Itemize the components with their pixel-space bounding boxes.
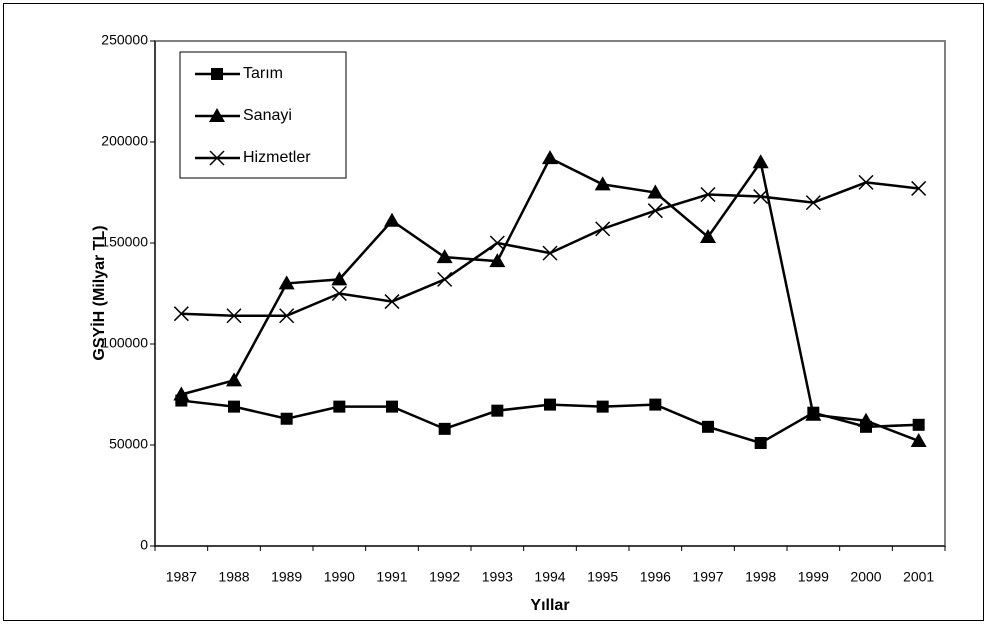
marker (805, 406, 822, 421)
x-tick-label: 1988 (218, 569, 249, 585)
marker (226, 308, 242, 324)
y-tick-label: 50000 (109, 436, 148, 452)
x-tick-label: 2001 (903, 569, 934, 585)
x-tick-label: 1993 (482, 569, 513, 585)
marker (384, 294, 400, 310)
y-tick-label: 150000 (101, 234, 148, 250)
x-tick-label: 1994 (534, 569, 565, 585)
marker (912, 418, 925, 431)
y-tick-label: 0 (140, 537, 148, 553)
x-tick-label: 1997 (692, 569, 723, 585)
x-tick-label: 1992 (429, 569, 460, 585)
legend-marker (211, 68, 223, 80)
y-tick-label: 200000 (101, 133, 148, 149)
marker (279, 308, 295, 324)
marker (331, 285, 347, 302)
x-tick-label: 1990 (324, 569, 355, 585)
marker (542, 245, 558, 261)
marker (595, 221, 611, 237)
marker (489, 253, 506, 268)
marker (647, 184, 664, 199)
marker (752, 154, 769, 169)
marker (489, 235, 505, 251)
marker (858, 412, 874, 427)
y-tick-label: 250000 (101, 32, 148, 48)
x-tick-label: 1987 (166, 569, 197, 585)
marker (384, 212, 400, 227)
legend-label: Tarım (243, 65, 283, 82)
x-tick-label: 1989 (271, 569, 302, 585)
x-axis-title: Yıllar (530, 597, 569, 614)
marker (910, 432, 927, 447)
x-tick-label: 1996 (640, 569, 671, 585)
x-tick-label: 2000 (850, 569, 881, 585)
marker (173, 386, 190, 401)
marker (173, 306, 189, 322)
marker (331, 271, 348, 286)
marker (805, 195, 821, 211)
y-axis-title: GSYİH (Milyar TL) (90, 225, 108, 360)
x-tick-label: 1998 (745, 569, 776, 585)
marker (647, 203, 663, 219)
marker (700, 186, 716, 203)
x-tick-label: 1991 (376, 569, 407, 585)
legend-marker (209, 108, 225, 122)
marker (858, 174, 874, 190)
marker (544, 398, 556, 411)
marker (228, 400, 240, 413)
marker (226, 372, 242, 387)
marker (278, 275, 295, 290)
marker (702, 420, 714, 433)
marker (438, 422, 451, 435)
marker (386, 400, 398, 413)
marker (280, 412, 293, 425)
legend-label: Hizmetler (243, 149, 311, 166)
x-tick-label: 1999 (798, 569, 829, 585)
marker (700, 228, 716, 243)
legend-marker (209, 150, 225, 166)
marker (594, 176, 611, 191)
marker (436, 249, 453, 264)
marker (596, 400, 609, 413)
marker (649, 398, 662, 411)
x-tick-label: 1995 (587, 569, 618, 585)
marker (753, 189, 769, 205)
marker (754, 436, 767, 449)
marker (911, 180, 927, 196)
legend-label: Sanayi (243, 107, 292, 124)
marker (542, 150, 558, 165)
marker (437, 271, 453, 287)
marker (491, 404, 504, 417)
marker (333, 400, 346, 413)
y-tick-label: 100000 (101, 335, 148, 351)
